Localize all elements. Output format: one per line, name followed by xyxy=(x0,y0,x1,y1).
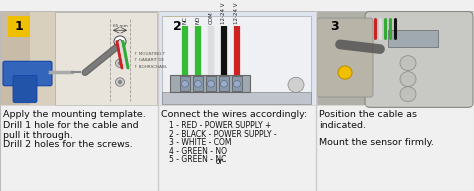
FancyBboxPatch shape xyxy=(13,75,37,103)
Circle shape xyxy=(234,81,240,87)
FancyBboxPatch shape xyxy=(365,11,473,107)
Bar xyxy=(159,12,315,104)
Circle shape xyxy=(114,36,126,47)
Text: ↑ MOUNTING T: ↑ MOUNTING T xyxy=(134,52,165,56)
Circle shape xyxy=(182,81,189,87)
FancyBboxPatch shape xyxy=(317,18,373,97)
Bar xyxy=(180,76,190,91)
Bar xyxy=(170,75,250,92)
Circle shape xyxy=(118,62,121,65)
Text: 12-24 V: 12-24 V xyxy=(235,2,239,24)
Text: Connect the wires accordingly:: Connect the wires accordingly: xyxy=(161,110,307,119)
Text: 4 - GREEN - NO: 4 - GREEN - NO xyxy=(169,147,227,156)
Bar xyxy=(30,12,156,104)
FancyBboxPatch shape xyxy=(3,61,52,86)
Text: ↑ GABARIT DE: ↑ GABARIT DE xyxy=(134,58,164,62)
Circle shape xyxy=(208,81,215,87)
Bar xyxy=(388,30,438,47)
Circle shape xyxy=(116,78,125,86)
Text: Mount the sensor firmly.: Mount the sensor firmly. xyxy=(319,138,434,147)
Text: 5 - GREEN - NC: 5 - GREEN - NC xyxy=(169,155,227,164)
Text: NO: NO xyxy=(195,15,201,24)
Text: Position the cable as: Position the cable as xyxy=(319,110,417,119)
Bar xyxy=(324,16,346,37)
Bar xyxy=(219,76,229,91)
Text: 2 - BLACK - POWER SUPPLY -: 2 - BLACK - POWER SUPPLY - xyxy=(169,130,277,139)
Text: 2: 2 xyxy=(173,20,182,33)
Bar xyxy=(8,16,30,37)
Text: 65 mm: 65 mm xyxy=(113,24,128,28)
Bar xyxy=(317,12,473,104)
Text: NC: NC xyxy=(182,16,188,24)
Text: indicated.: indicated. xyxy=(319,121,366,130)
Circle shape xyxy=(118,40,122,43)
Circle shape xyxy=(400,87,416,102)
Text: 3 - WHITE - COM: 3 - WHITE - COM xyxy=(169,138,231,147)
Bar xyxy=(166,16,188,37)
Text: or: or xyxy=(216,157,224,166)
Circle shape xyxy=(194,81,201,87)
Circle shape xyxy=(338,66,352,79)
Bar xyxy=(162,92,311,104)
Bar xyxy=(206,76,216,91)
Bar xyxy=(232,76,242,91)
Bar xyxy=(1,12,157,104)
Circle shape xyxy=(220,81,228,87)
Text: pull it through.: pull it through. xyxy=(3,131,73,140)
Bar xyxy=(55,12,157,104)
Circle shape xyxy=(400,72,416,87)
Circle shape xyxy=(118,81,121,83)
Text: Drill 1 hole for the cable and: Drill 1 hole for the cable and xyxy=(3,121,138,130)
Text: 3: 3 xyxy=(331,20,339,33)
Text: Drill 2 holes for the screws.: Drill 2 holes for the screws. xyxy=(3,140,133,149)
Text: 12-24 V: 12-24 V xyxy=(221,2,227,24)
Bar xyxy=(162,16,311,103)
Text: Apply the mounting template.: Apply the mounting template. xyxy=(3,110,146,119)
Circle shape xyxy=(400,56,416,71)
Circle shape xyxy=(116,59,125,67)
Text: ↑ BOHRSCHABL: ↑ BOHRSCHABL xyxy=(134,65,167,69)
Text: 1 - RED - POWER SUPPLY +: 1 - RED - POWER SUPPLY + xyxy=(169,121,272,130)
Text: 1: 1 xyxy=(15,20,23,33)
Circle shape xyxy=(288,77,304,92)
Text: COM: COM xyxy=(209,11,213,24)
Bar xyxy=(318,12,473,104)
Bar xyxy=(193,76,203,91)
